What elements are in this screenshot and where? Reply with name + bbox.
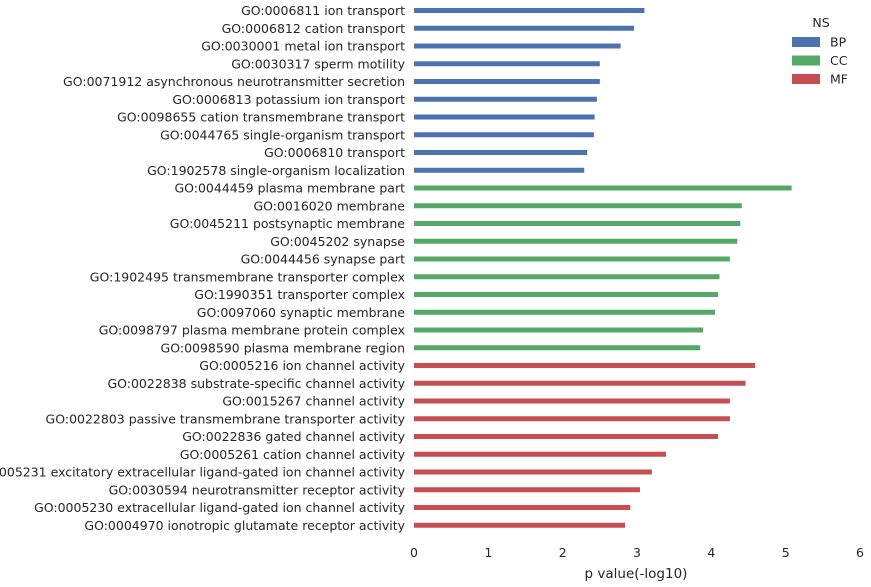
bar-bp	[414, 25, 635, 31]
x-tick-label: 1	[484, 545, 492, 560]
bar-bp	[414, 167, 585, 173]
bar-bp	[414, 43, 621, 49]
bar-cc	[414, 238, 738, 244]
bars-layer	[414, 8, 792, 528]
category-label: GO:0044456 synapse part	[241, 252, 405, 267]
bar-cc	[414, 309, 716, 315]
legend-swatch-mf	[792, 74, 820, 84]
x-axis-title: p value(-log10)	[585, 566, 688, 582]
bar-mf	[414, 363, 756, 368]
category-label: GO:0004970 ionotropic glutamate receptor…	[84, 518, 405, 533]
category-label: GO:0098797 plasma membrane protein compl…	[99, 323, 405, 338]
category-label: GO:0006812 cation transport	[222, 21, 405, 36]
legend-label-cc: CC	[830, 53, 848, 68]
category-label: GO:0005230 extracellular ligand-gated io…	[34, 500, 406, 515]
bar-cc	[414, 327, 704, 333]
legend-label-bp: BP	[830, 35, 847, 50]
x-axis: 0 1 2 3 4 5 6	[410, 545, 864, 560]
x-tick-label: 3	[633, 545, 641, 560]
bar-cc	[414, 203, 742, 209]
category-label: GO:0044765 single-organism transport	[160, 127, 405, 142]
category-label: GO:0006811 ion transport	[241, 3, 405, 18]
bar-cc	[414, 345, 701, 351]
bar-cc	[414, 274, 720, 280]
x-tick-label: 6	[856, 545, 864, 560]
category-label: GO:0044459 plasma membrane part	[174, 181, 405, 196]
category-label: GO:0071912 asynchronous neurotransmitter…	[63, 74, 405, 89]
x-tick-label: 5	[782, 545, 790, 560]
bar-bp	[414, 114, 595, 120]
category-label: GO:0015267 channel activity	[222, 394, 405, 409]
bar-mf	[414, 380, 746, 386]
legend-label-mf: MF	[830, 72, 848, 87]
bar-bp	[414, 150, 588, 155]
bar-mf	[414, 505, 631, 510]
category-label: GO:1902495 transmembrane transporter com…	[90, 269, 405, 284]
bar-bp	[414, 96, 597, 102]
bar-mf	[414, 487, 640, 493]
category-label: GO:0030317 sperm motility	[231, 56, 405, 71]
category-label: GO:0006810 transport	[264, 145, 405, 160]
bar-bp	[414, 8, 645, 13]
bar-cc	[414, 221, 741, 226]
legend-swatch-bp	[792, 37, 820, 47]
category-label: GO:0030001 metal ion transport	[201, 39, 405, 54]
legend-title: NS	[812, 15, 829, 30]
category-label: GO:0097060 synaptic membrane	[197, 305, 406, 320]
legend-swatch-cc	[792, 55, 820, 66]
x-tick-label: 2	[559, 545, 567, 560]
bar-cc	[414, 185, 792, 191]
bar-mf	[414, 398, 730, 404]
category-label: GO:0045202 synapse	[270, 234, 405, 249]
category-label: GO:0022838 substrate-specific channel ac…	[107, 376, 405, 391]
bar-mf	[414, 451, 666, 457]
category-label: GO:0016020 membrane	[253, 198, 405, 213]
bar-cc	[414, 292, 719, 297]
category-label: GO:0005261 cation channel activity	[180, 447, 406, 462]
category-label: GO:0005231 excitatory extracellular liga…	[0, 465, 406, 480]
category-label: GO:0030594 neurotransmitter receptor act…	[109, 482, 406, 497]
category-label: GO:0098590 plasma membrane region	[161, 340, 405, 355]
bar-mf	[414, 522, 626, 528]
category-label: GO:0022836 gated channel activity	[182, 429, 405, 444]
category-label: GO:0098655 cation transmembrane transpor…	[117, 110, 405, 125]
category-label: GO:0005216 ion channel activity	[199, 358, 405, 373]
category-label: GO:1902578 single-organism localization	[147, 163, 405, 178]
bar-bp	[414, 132, 594, 138]
bar-mf	[414, 469, 652, 475]
bar-cc	[414, 256, 730, 262]
x-tick-label: 0	[410, 545, 418, 560]
category-label: GO:0022803 passive transmembrane transpo…	[46, 411, 406, 426]
bar-bp	[414, 61, 600, 67]
bar-mf	[414, 416, 730, 422]
bar-mf	[414, 434, 719, 439]
x-tick-label: 4	[707, 545, 715, 560]
category-label: GO:0006813 potassium ion transport	[172, 92, 405, 107]
bar-bp	[414, 79, 600, 84]
category-label: GO:0045211 postsynaptic membrane	[170, 216, 406, 231]
category-label: GO:1990351 transporter complex	[194, 287, 405, 302]
category-labels: GO:0006811 ion transport GO:0006812 catio…	[0, 3, 406, 533]
